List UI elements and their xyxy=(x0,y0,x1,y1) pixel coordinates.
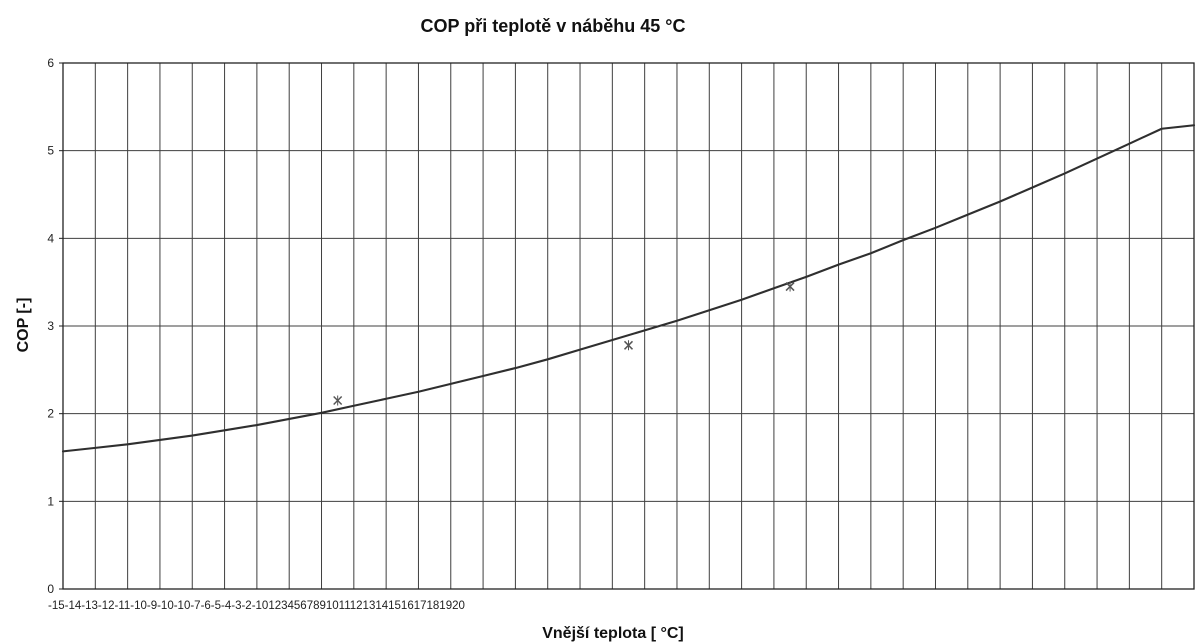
y-tick-label: 4 xyxy=(47,231,54,245)
x-axis-title: Vnější teplota [ °C] xyxy=(542,625,684,642)
grid-layer xyxy=(62,62,1195,590)
y-tick-label: 3 xyxy=(47,319,54,333)
data-point-marker xyxy=(785,281,795,292)
y-axis-title: COP [-] xyxy=(15,298,32,353)
y-tick-label: 5 xyxy=(47,144,54,158)
y-tick-label: 6 xyxy=(47,56,54,70)
cop-curve xyxy=(61,124,1196,453)
y-tick-label: 0 xyxy=(47,582,54,596)
y-tick-label: 2 xyxy=(47,407,54,421)
data-point-marker xyxy=(333,395,343,406)
data-point-marker xyxy=(623,340,634,351)
chart-title: COP při teplotě v náběhu 45 °C xyxy=(421,16,686,36)
labels-layer: 0 1 2 3 4 5 6 xyxy=(47,56,54,596)
x-tick-labels: -15-14-13-12-11-10-9-10-10-7-6-5-4-3-2-1… xyxy=(48,600,465,612)
axes-layer xyxy=(59,62,1195,590)
series-layer xyxy=(61,124,1196,453)
y-tick-label: 1 xyxy=(47,494,54,508)
